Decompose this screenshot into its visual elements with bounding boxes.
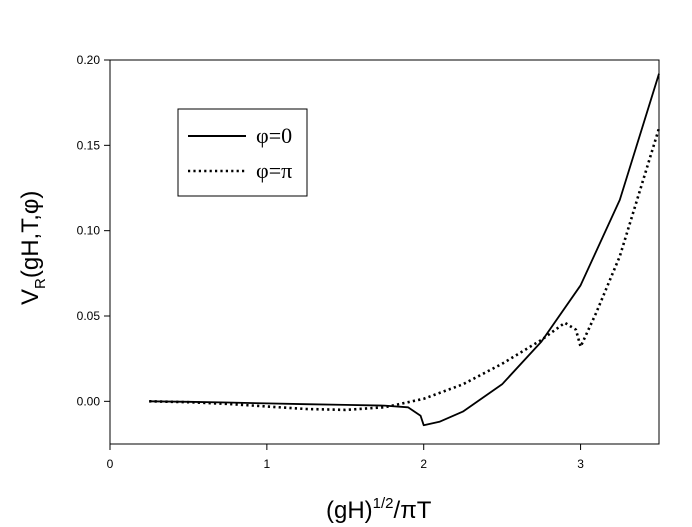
y-axis-title: VR(gH,T,φ) (17, 191, 49, 305)
x-tick-label: 0 (107, 457, 114, 471)
legend: φ=0 φ=π (177, 108, 308, 197)
series-line-phi-pi (149, 127, 661, 412)
x-tick-label: 1 (264, 457, 271, 471)
axis-ticks: 0 1 2 3 0.00 0.05 0.10 0.15 0.20 (77, 53, 585, 471)
y-tick-label: 0.00 (77, 394, 101, 408)
series-line-phi-0 (149, 73, 660, 427)
x-tick-label: 2 (420, 457, 427, 471)
y-tick-label: 0.20 (77, 53, 101, 67)
legend-label-phi-0: φ=0 (256, 123, 292, 148)
y-tick-label: 0.10 (77, 224, 101, 238)
legend-box (177, 108, 308, 197)
series-lines (149, 73, 661, 427)
legend-label-phi-pi: φ=π (256, 158, 292, 183)
plot-area (109, 59, 660, 445)
y-tick-label: 0.05 (77, 309, 101, 323)
x-tick-label: 3 (577, 457, 584, 471)
plot-border (109, 59, 660, 445)
y-tick-label: 0.15 (77, 138, 101, 152)
x-axis-title: (gH)1/2/πT (326, 495, 432, 524)
